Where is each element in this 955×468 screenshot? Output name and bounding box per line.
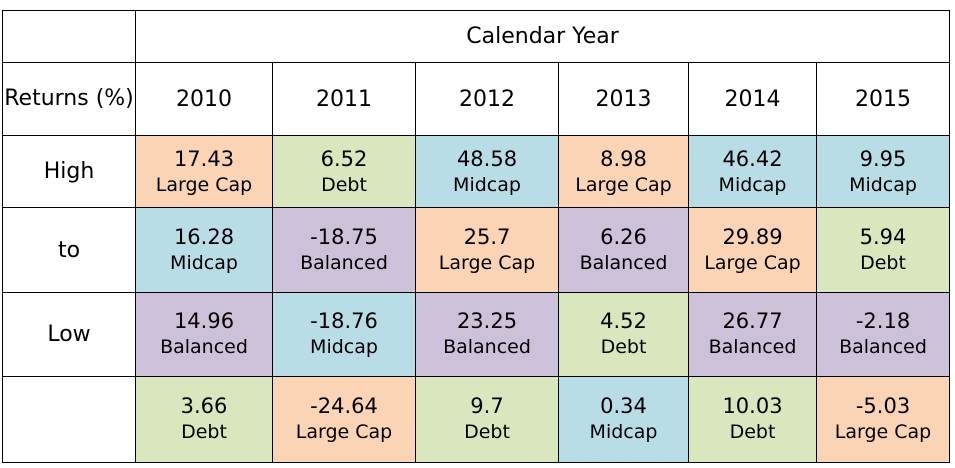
year-header: 2015 bbox=[815, 62, 951, 137]
return-cell: 25.7 Large Cap bbox=[415, 207, 559, 293]
calendar-year-header: Calendar Year bbox=[134, 9, 951, 64]
return-value: 4.52 bbox=[600, 309, 647, 334]
year-header-row: Returns (%) 2010 2011 2012 2013 2014 201… bbox=[2, 62, 951, 137]
return-cell: -18.75 Balanced bbox=[272, 207, 416, 293]
return-cell: 17.43 Large Cap bbox=[135, 135, 273, 209]
returns-label: Returns (%) bbox=[2, 62, 136, 137]
asset-class-label: Debt bbox=[181, 421, 227, 444]
asset-class-label: Debt bbox=[729, 421, 776, 444]
return-cell: 46.42 Midcap bbox=[688, 135, 817, 209]
return-cell: 26.77 Balanced bbox=[688, 291, 817, 377]
return-value: 14.96 bbox=[173, 309, 235, 334]
asset-class-label: Midcap bbox=[849, 173, 917, 196]
asset-class-label: Large Cap bbox=[155, 173, 253, 196]
asset-class-label: Large Cap bbox=[295, 421, 393, 444]
returns-table: Calendar Year Returns (%) 2010 2011 2012… bbox=[2, 9, 951, 464]
asset-class-label: Midcap bbox=[718, 173, 787, 196]
return-value: 23.25 bbox=[456, 309, 518, 334]
return-cell: 3.66 Debt bbox=[135, 375, 273, 464]
title-row: Calendar Year bbox=[2, 9, 951, 64]
return-cell: -5.03 Large Cap bbox=[815, 375, 951, 464]
asset-class-label: Balanced bbox=[300, 252, 388, 275]
asset-class-label: Midcap bbox=[589, 421, 658, 444]
return-cell: 29.89 Large Cap bbox=[688, 207, 817, 293]
table-row: Low 14.96 Balanced -18.76 Midcap 23.25 Balance… bbox=[2, 291, 951, 377]
return-value: 29.89 bbox=[722, 225, 783, 250]
return-value: 3.66 bbox=[180, 394, 228, 419]
table-row: 3.66 Debt -24.64 Large Cap 9.7 Debt 0.34 Midcap… bbox=[2, 375, 951, 464]
return-cell: -18.76 Midcap bbox=[272, 291, 416, 377]
return-cell: 6.26 Balanced bbox=[558, 207, 689, 293]
return-value: 46.42 bbox=[722, 146, 783, 171]
asset-class-label: Balanced bbox=[160, 336, 248, 359]
return-value: 26.77 bbox=[722, 309, 783, 334]
return-value: -18.76 bbox=[310, 309, 378, 334]
asset-class-label: Large Cap bbox=[575, 173, 672, 196]
return-value: 6.52 bbox=[320, 146, 368, 171]
return-value: -18.75 bbox=[310, 225, 378, 250]
return-value: 8.98 bbox=[600, 146, 647, 171]
asset-class-label: Balanced bbox=[579, 252, 668, 275]
asset-class-label: Debt bbox=[860, 252, 906, 275]
year-header: 2014 bbox=[688, 62, 817, 137]
return-value: 25.7 bbox=[463, 225, 511, 250]
asset-class-label: Large Cap bbox=[704, 252, 801, 275]
table-row: High 17.43 Large Cap 6.52 Debt 48.58 Midcap 8.9… bbox=[2, 135, 951, 209]
year-header: 2011 bbox=[272, 62, 416, 137]
return-value: 48.58 bbox=[456, 146, 518, 171]
rank-label: High bbox=[2, 135, 136, 209]
asset-class-label: Debt bbox=[600, 336, 647, 359]
rank-label bbox=[2, 375, 136, 464]
asset-class-label: Midcap bbox=[310, 336, 378, 359]
return-value: 0.34 bbox=[600, 394, 647, 419]
year-header: 2013 bbox=[558, 62, 689, 137]
return-value: -5.03 bbox=[855, 394, 911, 419]
return-cell: 14.96 Balanced bbox=[135, 291, 273, 377]
return-cell: -24.64 Large Cap bbox=[272, 375, 416, 464]
return-cell: 6.52 Debt bbox=[272, 135, 416, 209]
asset-class-label: Large Cap bbox=[438, 252, 536, 275]
asset-class-label: Balanced bbox=[839, 336, 927, 359]
asset-class-label: Balanced bbox=[708, 336, 797, 359]
rank-label: to bbox=[2, 207, 136, 293]
return-value: 10.03 bbox=[722, 394, 783, 419]
return-value: 6.26 bbox=[600, 225, 647, 250]
return-cell: 4.52 Debt bbox=[558, 291, 689, 377]
return-cell: 0.34 Midcap bbox=[558, 375, 689, 464]
table-row: to 16.28 Midcap -18.75 Balanced 25.7 Large Cap… bbox=[2, 207, 951, 293]
return-value: 9.95 bbox=[859, 146, 907, 171]
return-value: 5.94 bbox=[859, 225, 907, 250]
asset-class-label: Debt bbox=[464, 421, 510, 444]
return-cell: 23.25 Balanced bbox=[415, 291, 559, 377]
asset-class-label: Large Cap bbox=[834, 421, 932, 444]
return-cell: 48.58 Midcap bbox=[415, 135, 559, 209]
return-cell: -2.18 Balanced bbox=[815, 291, 951, 377]
return-cell: 5.94 Debt bbox=[815, 207, 951, 293]
asset-class-label: Midcap bbox=[453, 173, 521, 196]
return-cell: 9.95 Midcap bbox=[815, 135, 951, 209]
asset-class-label: Debt bbox=[321, 173, 367, 196]
return-cell: 8.98 Large Cap bbox=[558, 135, 689, 209]
return-value: 9.7 bbox=[470, 394, 504, 419]
return-value: 16.28 bbox=[173, 225, 235, 250]
rank-label: Low bbox=[2, 291, 136, 377]
year-header: 2012 bbox=[415, 62, 559, 137]
return-cell: 9.7 Debt bbox=[415, 375, 559, 464]
return-value: 17.43 bbox=[173, 146, 235, 171]
return-cell: 16.28 Midcap bbox=[135, 207, 273, 293]
return-value: -2.18 bbox=[855, 309, 911, 334]
corner-cell bbox=[2, 9, 136, 64]
year-header: 2010 bbox=[135, 62, 273, 137]
table-body: High 17.43 Large Cap 6.52 Debt 48.58 Midcap 8.9… bbox=[2, 135, 951, 464]
return-value: -24.64 bbox=[310, 394, 378, 419]
asset-class-label: Balanced bbox=[443, 336, 531, 359]
return-cell: 10.03 Debt bbox=[688, 375, 817, 464]
asset-class-label: Midcap bbox=[170, 252, 238, 275]
